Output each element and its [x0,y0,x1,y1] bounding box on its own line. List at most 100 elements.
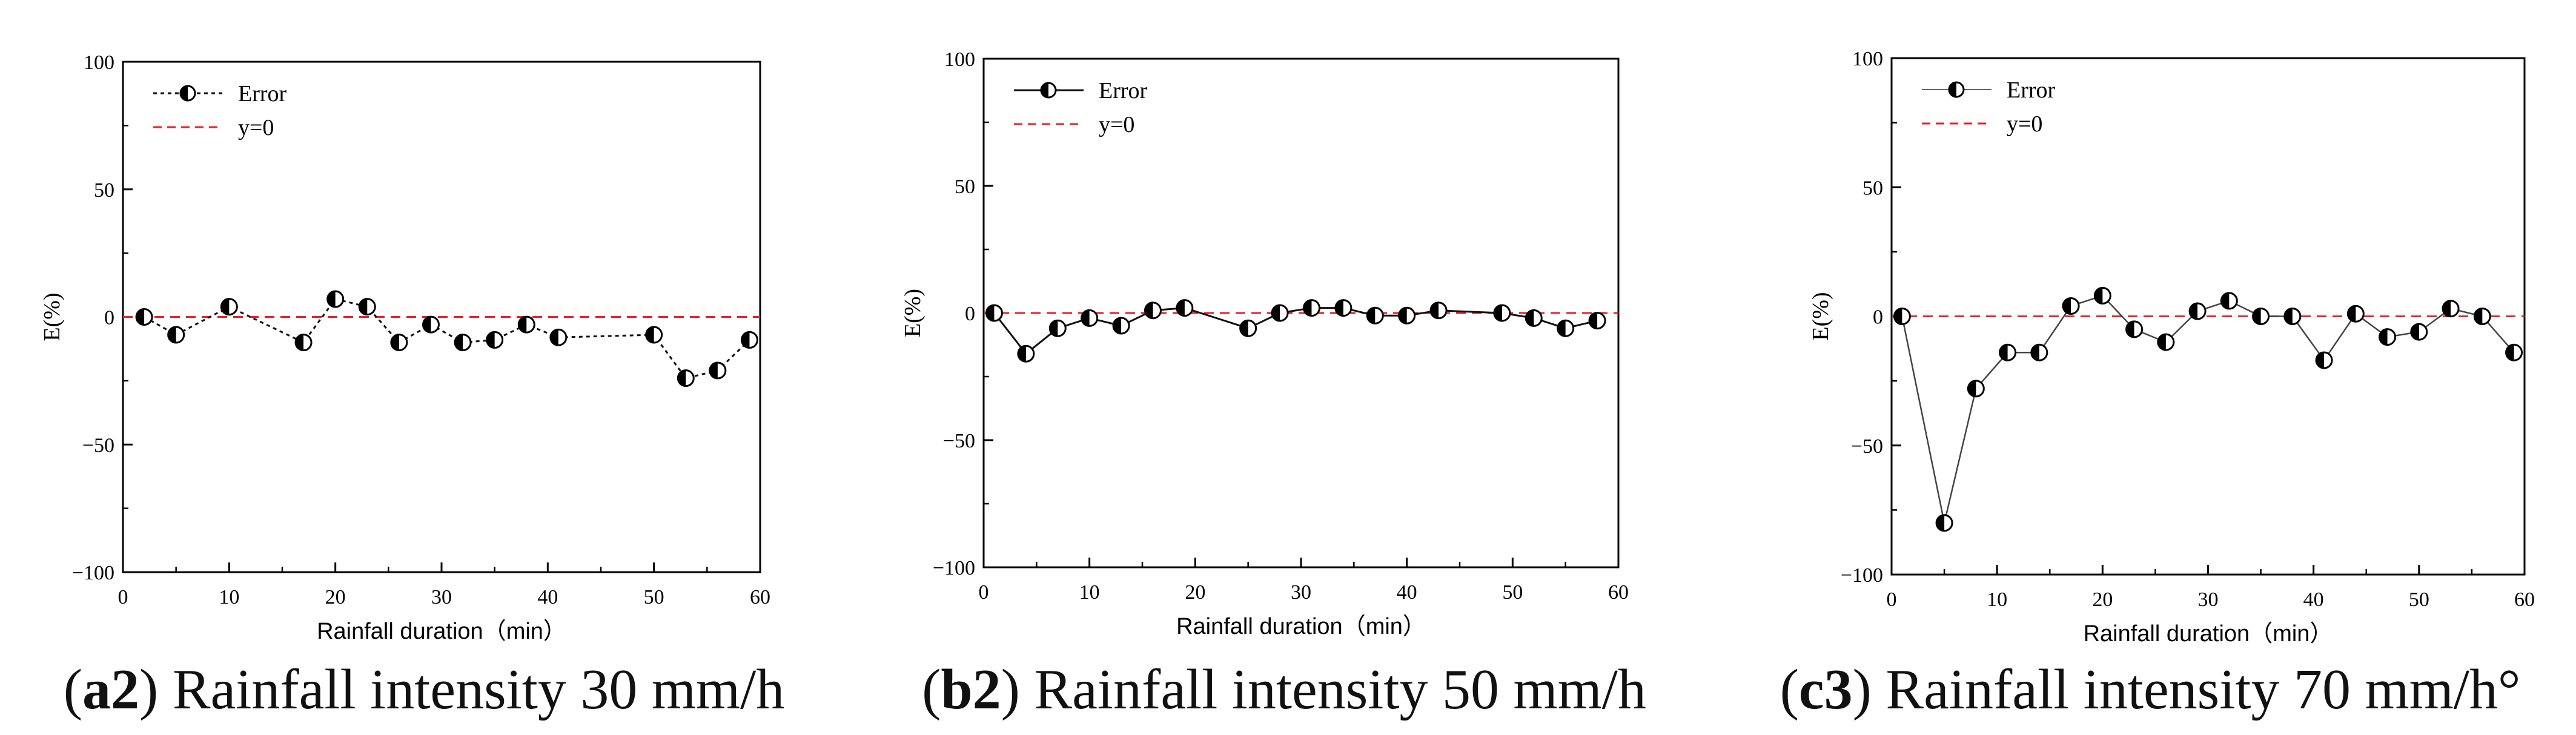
marker-fill [1494,305,1502,321]
x-tick-label: 50 [1502,581,1523,604]
marker-fill [1589,312,1598,329]
legend-y0-label: y=0 [1099,112,1134,137]
error-point [2062,297,2080,315]
error-point [1935,514,1953,532]
marker-fill [423,317,431,333]
error-point [1893,308,1911,325]
marker-fill [1050,320,1058,337]
marker-fill [2316,352,2325,369]
legend-error-label: Error [2007,77,2056,103]
marker-fill [2284,308,2293,325]
marker-fill [1018,346,1026,362]
marker-fill [678,370,686,386]
y-tick-label: −100 [933,557,975,579]
x-axis-label: Rainfall duration（min） [1176,614,1426,639]
x-axis-label: Rainfall duration（min） [2084,621,2333,647]
error-point [1144,302,1162,320]
marker-fill [2411,324,2419,340]
error-point [1557,319,1575,337]
error-point [2157,333,2175,351]
chart-panel-c3: 0 10 20 30 40 50 60 100 50 0 −50 −100 Rainfall durat… [1726,0,2574,735]
caption-a2: (a2) Rainfall intensity 30 mm/h [63,658,785,721]
error-point [709,361,727,380]
marker-fill [2348,306,2356,322]
caption-id: b2 [941,658,1001,721]
caption-id: c3 [1798,658,1853,721]
error-point [645,326,663,344]
y-tick-label: 50 [955,176,975,198]
marker-fill [2221,292,2230,309]
marker-fill [1936,515,1945,531]
marker-fill [1557,320,1566,337]
error-point [1302,299,1320,317]
y-tick-label: 50 [94,179,114,202]
marker-fill [1335,300,1343,316]
x-tick-label: 30 [1291,581,1311,604]
marker-fill [2474,308,2483,325]
error-point [2379,328,2397,346]
marker-fill [486,332,495,348]
y-tick-label: 100 [944,48,975,71]
caption-id: a2 [82,658,140,721]
y-tick-label: −50 [943,430,975,452]
error-point [2030,343,2048,361]
error-point [1334,299,1353,317]
y-tick-label: −100 [1841,564,1883,587]
error-series-line [144,298,750,380]
error-point [2505,343,2523,361]
marker-fill [1176,300,1185,316]
caption-text: Rainfall intensity 30 mm/h [158,658,785,721]
chart-panel-b2: 0 10 20 30 40 50 60 100 50 0 −50 −100 Rainfall durat… [860,0,1708,735]
caption-text: Rainfall intensity 70 mm/h° [1871,658,2521,721]
marker-fill [391,334,399,351]
y-tick-label: 0 [1873,306,1883,329]
error-point [1588,312,1606,330]
legend-error-label: Error [1099,78,1148,104]
marker-fill [2379,329,2388,345]
marker-fill [2506,344,2514,361]
legend-error-marker [1040,82,1057,99]
caption-b2: (b2) Rainfall intensity 50 mm/h [922,658,1646,721]
error-point [2442,300,2460,318]
x-tick-label: 50 [644,586,664,608]
y-axis-label: E(%) [39,292,65,341]
marker-fill [986,305,995,321]
marker-fill [296,334,304,351]
x-tick-label: 0 [118,586,128,608]
marker-fill [2443,300,2451,317]
error-point [2473,308,2491,325]
error-point [549,328,568,346]
marker-fill [168,327,176,343]
chart-panel-a2: 0 10 20 30 40 50 60 100 50 0 −50 −100 Rainfall durat… [0,0,848,735]
error-point [2410,323,2428,341]
marker-fill [1968,380,1976,397]
x-tick-label: 60 [750,586,770,608]
y-tick-label: −50 [1851,435,1883,458]
error-point [2346,305,2365,323]
x-tick-label: 40 [1397,581,1417,604]
marker-fill [1367,308,1376,324]
marker-fill [741,332,750,348]
legend-y0-label: y=0 [2007,111,2042,137]
error-point [326,290,345,308]
y-tick-label: 0 [965,303,975,325]
error-point [2220,292,2238,310]
marker-fill [180,86,188,101]
error-point [294,334,313,352]
x-tick-label: 10 [1987,588,2007,611]
marker-fill [359,298,368,315]
y-tick-label: −100 [72,562,114,584]
marker-fill [1431,302,1439,318]
marker-fill [1081,310,1090,326]
marker-fill [2063,298,2071,314]
y-axis-label: E(%) [900,289,925,337]
marker-fill [327,291,336,307]
marker-fill [1113,318,1122,334]
marker-fill [2126,321,2134,337]
error-point [517,315,535,334]
x-tick-label: 0 [979,581,989,604]
x-tick-label: 40 [2303,588,2324,611]
error-point [1366,306,1384,325]
error-point [358,298,376,316]
